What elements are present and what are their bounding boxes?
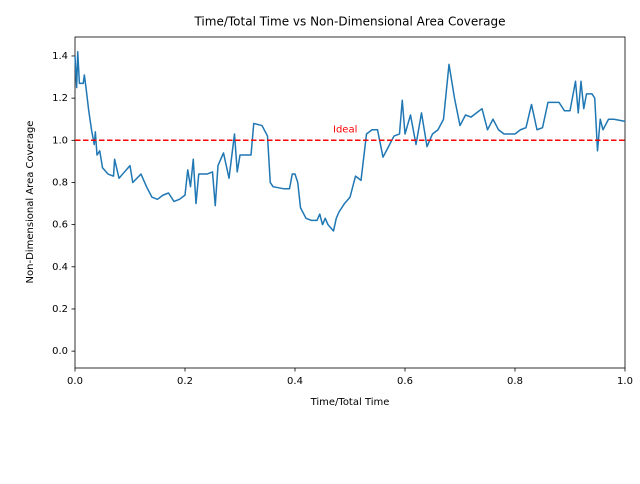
x-tick-label: 0.4 — [287, 376, 303, 387]
x-tick-label: 0.2 — [177, 376, 193, 387]
y-axis-label: Non-Dimensional Area Coverage — [25, 121, 36, 284]
y-tick-label: 1.0 — [52, 135, 68, 146]
x-tick-label: 1.0 — [617, 376, 633, 387]
data-line — [74, 51, 626, 232]
chart-title: Time/Total Time vs Non-Dimensional Area … — [193, 15, 505, 29]
x-tick-label: 0.6 — [397, 376, 413, 387]
x-axis-label: Time/Total Time — [310, 397, 390, 408]
y-tick-label: 0.8 — [52, 177, 68, 188]
y-tick-label: 1.4 — [52, 51, 68, 62]
x-tick-label: 0.0 — [67, 376, 83, 387]
y-tick-label: 0.0 — [52, 346, 68, 357]
axes-frame — [74, 36, 626, 369]
reference-label: Ideal — [333, 124, 357, 135]
x-tick-label: 0.8 — [507, 376, 523, 387]
y-tick-label: 0.2 — [52, 304, 68, 315]
y-tick-label: 0.4 — [52, 262, 68, 273]
y-tick-label: 1.2 — [52, 93, 68, 104]
y-tick-label: 0.6 — [52, 220, 68, 231]
